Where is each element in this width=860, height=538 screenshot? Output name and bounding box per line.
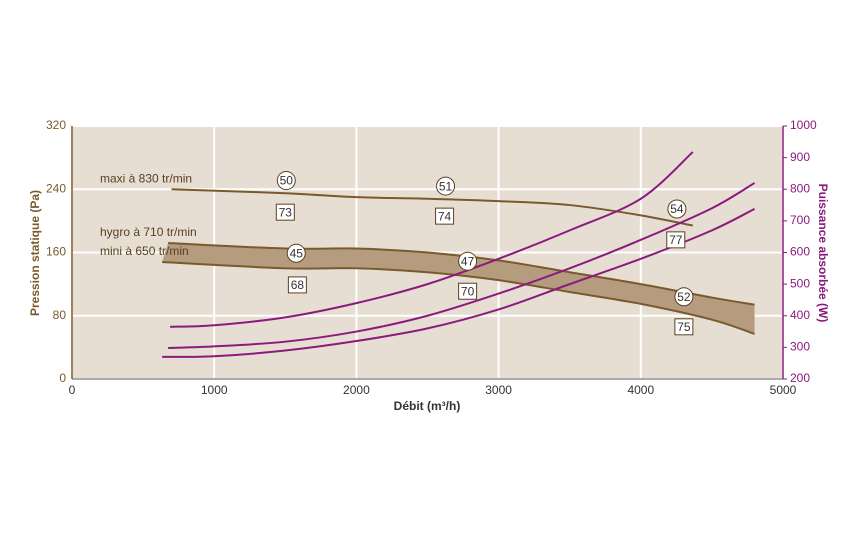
annotation-circle (286, 243, 306, 263)
line (168, 182, 756, 350)
annotation-label: 47 (461, 254, 475, 268)
annotation-circle (458, 251, 478, 271)
annotation-box (275, 203, 295, 221)
y-axis-title: Pression statique (Pa) (28, 190, 42, 316)
annotation-circle (276, 171, 296, 191)
annotation-label: 54 (670, 202, 684, 216)
series-label: maxi à 830 tr/min (100, 171, 192, 185)
y2-tick-label: 200 (790, 371, 810, 385)
y2-tick-label: 900 (790, 150, 810, 164)
annotation-label: 74 (438, 209, 452, 223)
y-tick-label: 160 (46, 245, 66, 259)
x-tick-label: 1000 (201, 383, 228, 397)
x-tick-label: 4000 (627, 383, 654, 397)
y2-axis-title: Puissance absorbée (W) (816, 184, 830, 323)
y2-tick-label: 500 (790, 276, 810, 290)
line (171, 188, 694, 227)
x-tick-label: 5000 (770, 383, 797, 397)
x-tick-label: 3000 (485, 383, 512, 397)
annotation-label: 77 (669, 233, 683, 247)
y2-tick-label: 300 (790, 340, 810, 354)
y2-tick-label: 600 (790, 245, 810, 259)
series-label: hygro à 710 tr/min (100, 225, 197, 239)
annotation-circle (436, 176, 456, 196)
x-tick-label: 2000 (343, 383, 370, 397)
annotation-label: 51 (439, 179, 453, 193)
annotation-label: 52 (677, 290, 691, 304)
line (162, 260, 755, 335)
y-tick-label: 80 (53, 308, 67, 322)
x-tick-label: 0 (69, 383, 76, 397)
annotation-box (458, 282, 478, 300)
y2-tick-label: 800 (790, 181, 810, 195)
annotation-label: 70 (461, 284, 475, 298)
x-axis-title: Débit (m³/h) (394, 399, 461, 413)
y2-tick-label: 700 (790, 213, 810, 227)
annotation-label: 68 (291, 278, 305, 292)
annotation-box (435, 207, 455, 225)
annotation-circle (667, 199, 687, 219)
annotation-label: 73 (279, 205, 293, 219)
line (170, 151, 694, 328)
annotation-label: 50 (280, 174, 294, 188)
band (162, 243, 755, 334)
y-tick-label: 0 (59, 371, 66, 385)
annotation-box (666, 231, 686, 249)
annotation-box (674, 318, 694, 336)
y-tick-label: 320 (46, 118, 66, 132)
y2-tick-label: 1000 (790, 118, 817, 132)
series-label: mini à 650 tr/min (100, 244, 189, 258)
y2-tick-label: 400 (790, 308, 810, 322)
y-tick-label: 240 (46, 181, 66, 195)
annotation-label: 75 (677, 320, 691, 334)
annotation-circle (674, 287, 694, 307)
annotation-box (287, 276, 307, 294)
annotation-label: 45 (290, 246, 304, 260)
